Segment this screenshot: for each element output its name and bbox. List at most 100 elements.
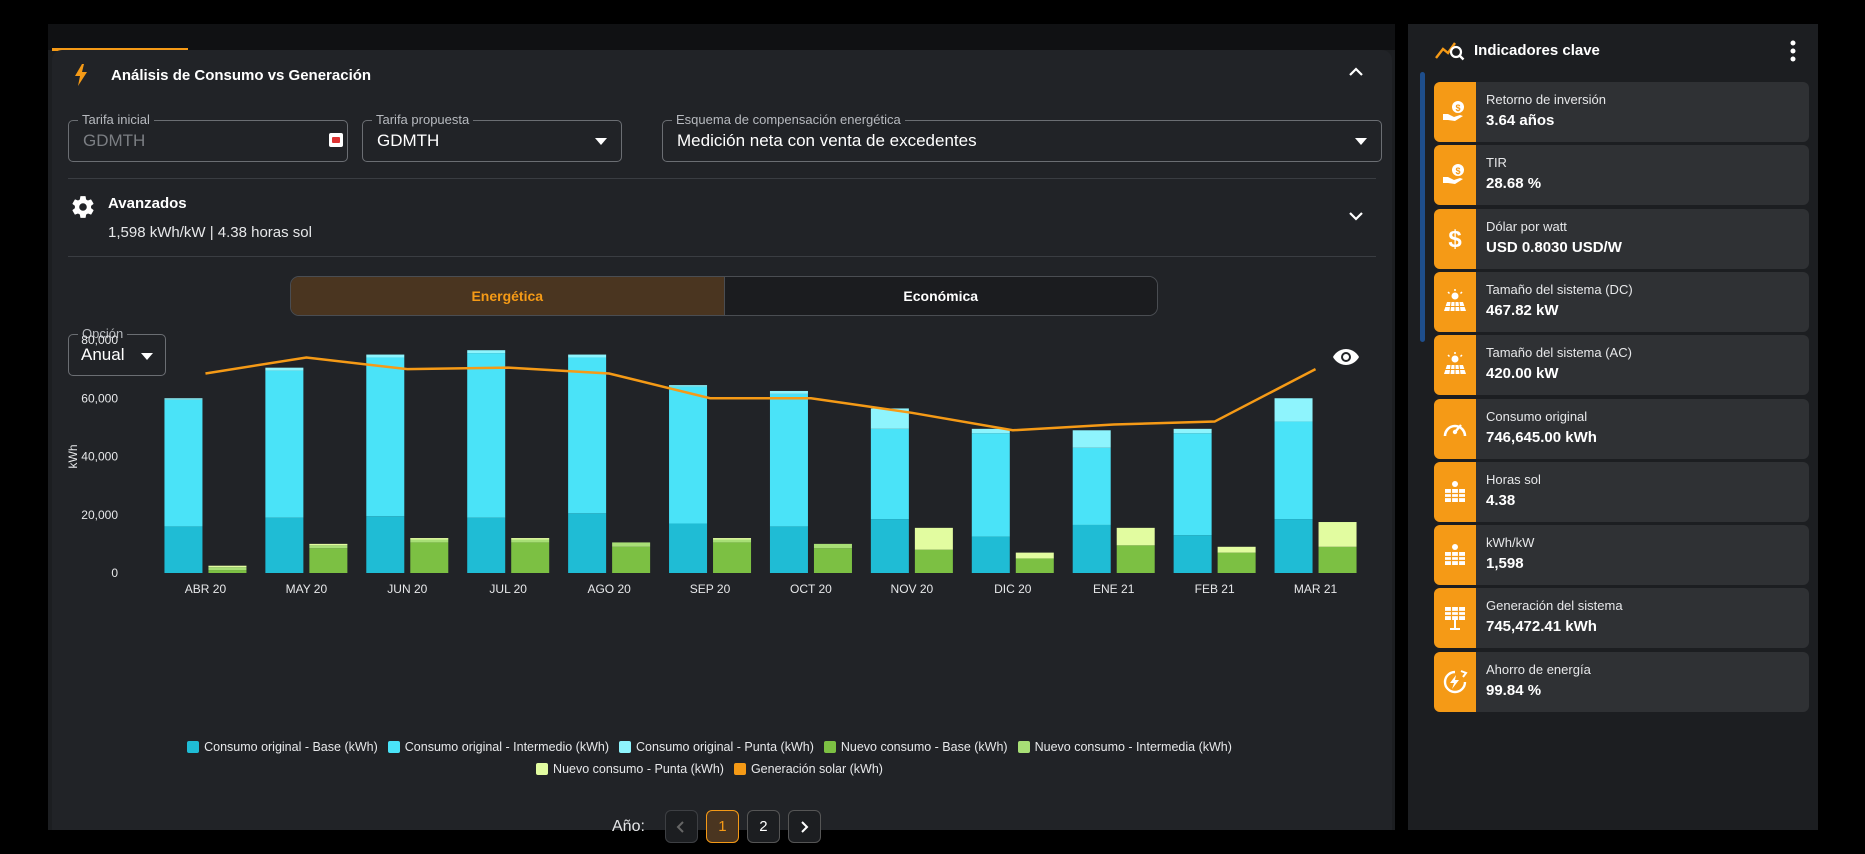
page-1-button[interactable]: 1 (705, 810, 739, 843)
tab-energetica[interactable]: Energética (291, 277, 725, 315)
chart-search-icon (1435, 42, 1465, 61)
bar-original (870, 519, 909, 573)
esquema-label: Esquema de compensación energética (672, 112, 905, 128)
bar-nuevo (208, 565, 247, 568)
tarifa-propuesta-value: GDMTH (377, 131, 440, 150)
gear-icon (72, 196, 94, 218)
bar-original (164, 398, 203, 400)
legend-item[interactable]: Nuevo consumo - Intermedia (kWh) (1017, 740, 1232, 754)
kpi-label: Horas sol (1486, 471, 1541, 487)
kpi-value: 99.84 % (1486, 681, 1542, 699)
bar-original (1173, 428, 1212, 434)
legend-swatch (187, 741, 200, 753)
esquema-select[interactable]: Esquema de compensación energética Medic… (662, 112, 1382, 162)
legend-item[interactable]: Consumo original - Base (kWh) (187, 740, 378, 754)
svg-text:$: $ (1455, 166, 1460, 176)
page-2-button[interactable]: 2 (746, 810, 780, 843)
hand-coin-icon: $ (1434, 145, 1476, 206)
solar-panel-icon (1434, 335, 1476, 396)
tarifa-inicial-field[interactable]: Tarifa inicial GDMTH (68, 112, 348, 162)
bar-nuevo (208, 570, 247, 573)
bar-original (1072, 430, 1111, 448)
legend-label: Nuevo consumo - Punta (kWh) (553, 762, 724, 776)
kpi-label: Generación del sistema (1486, 598, 1623, 614)
chevron-up-icon[interactable] (1348, 66, 1364, 78)
key-indicators-panel: Indicadores clave $ Retorno de inversión 3… (1408, 24, 1818, 830)
bar-nuevo (1217, 552, 1256, 573)
bar-nuevo (713, 539, 752, 543)
bar-nuevo (713, 542, 752, 573)
kpi-value: 745,472.41 kWh (1486, 618, 1597, 636)
tarifa-inicial-label: Tarifa inicial (78, 112, 154, 128)
bar-original (568, 513, 607, 573)
bar-nuevo (309, 548, 348, 573)
bar-nuevo (713, 538, 752, 540)
kebab-menu-icon[interactable] (1790, 40, 1796, 62)
consumption-chart: 0 20,000 40,000 60,000 80,000 kWh ABR 20 MAY 20… (66, 333, 1357, 596)
chevron-down-icon[interactable] (1348, 210, 1364, 222)
bar-original (669, 385, 708, 387)
next-page-button[interactable] (787, 810, 821, 843)
x-tick-label: MAR 21 (1294, 582, 1338, 596)
kpi-card: $ Retorno de inversión 3.64 años (1434, 82, 1809, 142)
energy-save-icon (1434, 651, 1476, 712)
legend-item[interactable]: Consumo original - Punta (kWh) (619, 740, 814, 754)
kpi-label: Dólar por watt (1486, 218, 1567, 234)
kpi-value: 3.64 años (1486, 112, 1555, 129)
legend-item[interactable]: Generación solar (kWh) (733, 762, 883, 776)
kpi-card: Generación del sistema 745,472.41 kWh (1434, 588, 1809, 649)
bar-original (265, 517, 304, 573)
sun-panel-icon (1434, 461, 1476, 522)
eye-icon[interactable] (1332, 347, 1360, 367)
analysis-card: Análisis de Consumo vs Generación Tarifa… (52, 50, 1392, 843)
caret-down-icon (141, 353, 153, 360)
kpi-value: 4.38 (1486, 491, 1516, 509)
bar-original (1072, 524, 1111, 573)
bar-nuevo (1015, 558, 1054, 573)
tab-economica[interactable]: Económica (724, 277, 1157, 315)
tarifa-propuesta-label: Tarifa propuesta (372, 112, 474, 128)
bar-original (164, 399, 203, 527)
legend-item[interactable]: Consumo original - Intermedio (kWh) (387, 740, 609, 754)
bar-original (971, 433, 1010, 537)
kpi-card: kWh/kW 1,598 (1434, 525, 1809, 586)
bar-nuevo (1217, 546, 1256, 553)
opcion-select[interactable]: Opción Anual (68, 326, 166, 376)
kpi-label: Tamaño del sistema (AC) (1486, 345, 1632, 361)
y-axis-label: kWh (66, 445, 80, 469)
bar-original (971, 428, 1010, 434)
legend-item[interactable]: Nuevo consumo - Punta (kWh) (536, 762, 724, 776)
tarifa-propuesta-select[interactable]: Tarifa propuesta GDMTH (362, 112, 622, 162)
card-header[interactable]: Análisis de Consumo vs Generación (52, 50, 1392, 98)
x-tick-label: OCT 20 (790, 582, 832, 596)
esquema-value: Medición neta con venta de excedentes (677, 131, 977, 150)
legend-label: Consumo original - Punta (kWh) (636, 740, 814, 754)
legend-swatch (823, 741, 836, 753)
x-tick-label: JUL 20 (489, 582, 527, 596)
bar-original (1173, 433, 1212, 536)
active-tab-indicator[interactable] (52, 48, 188, 51)
prev-page-button[interactable] (664, 810, 698, 843)
y-tick-label: 20,000 (81, 508, 118, 522)
divider (68, 256, 1376, 257)
kpi-label: Retorno de inversión (1486, 92, 1606, 107)
legend-item[interactable]: Nuevo consumo - Base (kWh) (823, 740, 1008, 754)
bar-original (467, 350, 506, 354)
kpi-value: 467.82 kW (1486, 301, 1559, 319)
y-tick-label: 40,000 (81, 450, 118, 464)
tarifa-inicial-value: GDMTH (83, 131, 146, 150)
sun-panel-icon (1434, 525, 1476, 586)
bar-nuevo (1015, 552, 1054, 559)
bar-original (669, 523, 708, 573)
legend-swatch (619, 741, 632, 753)
kpi-value: USD 0.8030 USD/W (1486, 238, 1622, 256)
chevron-right-icon (801, 820, 809, 833)
scrollbar-thumb[interactable] (1420, 72, 1425, 342)
bar-nuevo (410, 538, 449, 540)
legend-swatch (536, 763, 549, 775)
bar-original (366, 357, 405, 517)
bar-original (467, 517, 506, 573)
side-title: Indicadores clave (1474, 42, 1600, 59)
legend-swatch (733, 763, 746, 775)
legend-label: Consumo original - Base (kWh) (204, 740, 378, 754)
